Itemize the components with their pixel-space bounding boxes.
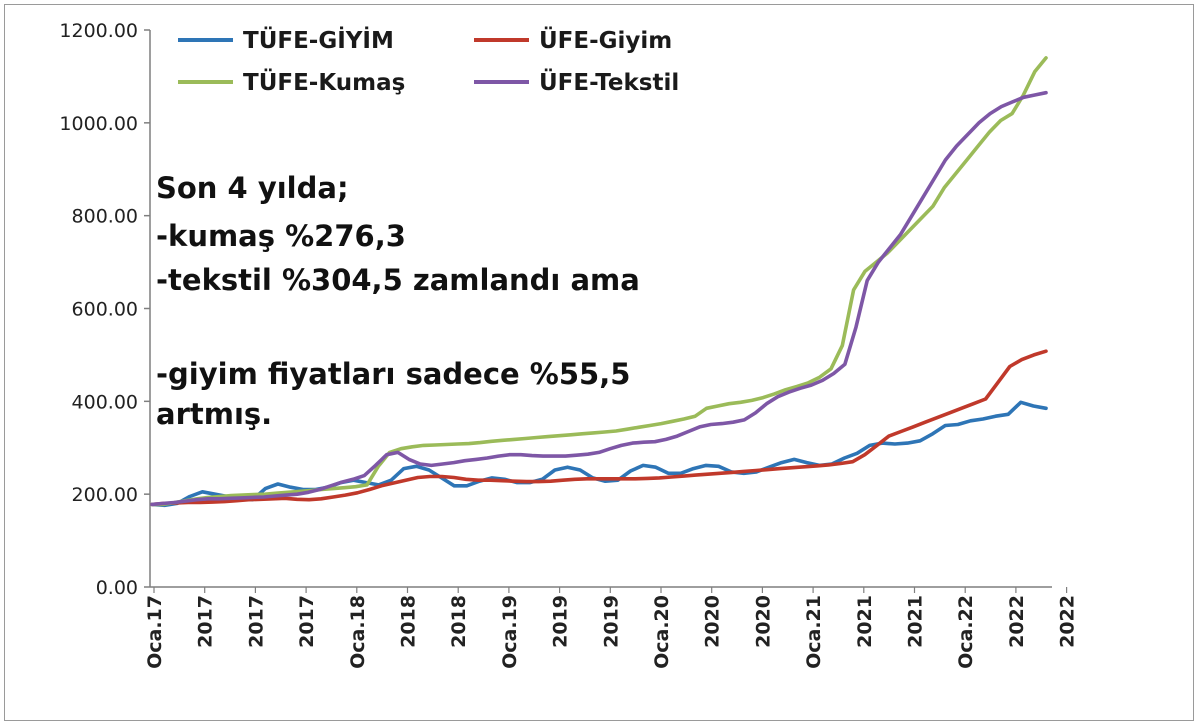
x-tick-labels: Oca.17 2017 2017 2017 Oca.18 2018 2018 Oca.19 20… bbox=[144, 595, 1079, 669]
x-tick-label: 2021 bbox=[854, 595, 876, 648]
annotation-line: artmış. bbox=[156, 397, 272, 431]
x-tick-label: 2019 bbox=[550, 595, 572, 648]
x-tick-label: 2020 bbox=[752, 595, 774, 648]
y-tick-label: 1000.00 bbox=[59, 113, 138, 135]
legend-label: ÜFE-Tekstil bbox=[539, 68, 679, 96]
x-tick-label: Oca.17 bbox=[144, 595, 166, 669]
legend: TÜFE-GİYİM ÜFE-Giyim TÜFE-Kumaş ÜFE-Tekstil bbox=[178, 26, 679, 96]
x-tick-label: 2017 bbox=[296, 595, 318, 648]
series-line-üfe-tekstil bbox=[150, 90, 1048, 507]
x-tick-label: 2019 bbox=[600, 595, 622, 648]
series-line-tüfe-kumaş bbox=[150, 56, 1048, 507]
x-tick-label: Oca.20 bbox=[651, 595, 673, 669]
series-lines bbox=[150, 56, 1048, 508]
y-tick-label: 800.00 bbox=[72, 206, 138, 228]
x-tick-label: 2017 bbox=[195, 595, 217, 648]
annotation-line: -kumaş %276,3 bbox=[156, 219, 406, 253]
annotation-text: Son 4 yılda; -kumaş %276,3 -tekstil %304,5… bbox=[156, 171, 640, 431]
x-tick-label: 2021 bbox=[905, 595, 927, 648]
x-tick-label: Oca.19 bbox=[499, 595, 521, 669]
x-tick-label: Oca.18 bbox=[347, 595, 369, 669]
y-tick-labels: 0.00 200.00 400.00 600.00 800.00 1000.00 1200.… bbox=[59, 20, 138, 599]
x-tick-label: 2020 bbox=[702, 595, 724, 648]
y-tick-label: 400.00 bbox=[72, 391, 138, 413]
x-tick-label: Oca.22 bbox=[955, 595, 977, 669]
y-tick-label: 600.00 bbox=[72, 299, 138, 321]
y-tick-label: 0.00 bbox=[96, 577, 138, 599]
x-tick-label: 2018 bbox=[398, 595, 420, 648]
legend-label: TÜFE-GİYİM bbox=[243, 26, 394, 54]
x-tick-label: Oca.21 bbox=[803, 595, 825, 669]
x-tick-label: 2022 bbox=[1057, 595, 1079, 648]
annotation-line: -tekstil %304,5 zamlandı ama bbox=[156, 263, 640, 297]
legend-label: TÜFE-Kumaş bbox=[243, 68, 405, 96]
x-tick-label: 2018 bbox=[448, 595, 470, 648]
x-tick-label: 2022 bbox=[1006, 595, 1028, 648]
y-tick-label: 200.00 bbox=[72, 484, 138, 506]
annotation-line: -giyim fiyatları sadece %55,5 bbox=[156, 357, 630, 391]
chart-frame bbox=[4, 4, 1194, 721]
y-tick-label: 1200.00 bbox=[59, 20, 138, 42]
x-tick-label: 2017 bbox=[245, 595, 267, 648]
annotation-line: Son 4 yılda; bbox=[156, 171, 349, 205]
legend-label: ÜFE-Giyim bbox=[539, 26, 672, 54]
series-line-üfe-giyim bbox=[150, 349, 1048, 507]
axes bbox=[144, 29, 1068, 593]
